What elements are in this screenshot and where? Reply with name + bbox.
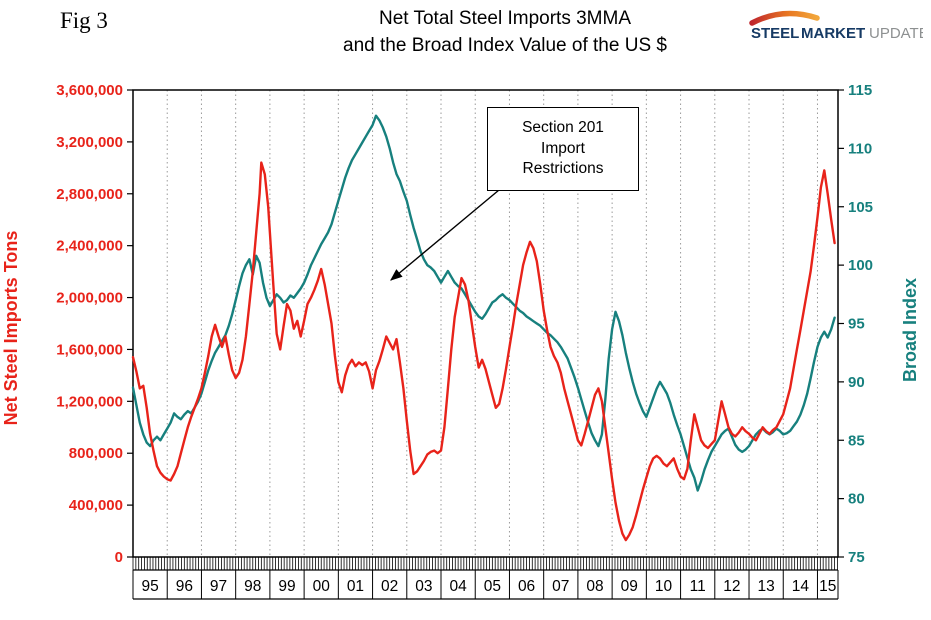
svg-text:03: 03: [415, 578, 432, 595]
logo-market-text: MARKET: [801, 25, 865, 42]
svg-text:0: 0: [115, 549, 123, 566]
steel-market-update-logo: STEEL MARKET UPDATE: [745, 10, 929, 46]
svg-text:95: 95: [848, 316, 865, 333]
svg-text:2,000,000: 2,000,000: [56, 290, 123, 307]
svg-text:04: 04: [449, 578, 467, 595]
svg-text:97: 97: [210, 578, 227, 595]
figure-label: Fig 3: [60, 8, 108, 33]
svg-text:105: 105: [848, 199, 873, 216]
monthly-tick-comb: [132, 557, 838, 570]
svg-text:3,200,000: 3,200,000: [56, 134, 123, 151]
svg-text:15: 15: [819, 578, 836, 595]
svg-text:12: 12: [723, 578, 740, 595]
chart-title: Net Total Steel Imports 3MMA and the Bro…: [180, 6, 830, 59]
logo-steel-text: STEEL: [751, 25, 799, 42]
svg-text:00: 00: [313, 578, 331, 595]
svg-text:13: 13: [758, 578, 775, 595]
broad-index-line: [131, 114, 836, 492]
chart-title-line1: Net Total Steel Imports 3MMA: [378, 8, 632, 29]
right-axis-title: Broad Index: [900, 278, 920, 382]
svg-text:99: 99: [278, 578, 295, 595]
annotation-line1: Section 201: [522, 118, 604, 136]
year-label-band: [132, 569, 839, 600]
annotation-line2: Import: [541, 139, 585, 157]
svg-text:1,200,000: 1,200,000: [56, 393, 123, 410]
annotation-box: Section 201 Import Restrictions: [487, 107, 639, 191]
svg-text:07: 07: [552, 578, 569, 595]
svg-text:08: 08: [586, 578, 603, 595]
svg-text:2,800,000: 2,800,000: [56, 186, 123, 203]
svg-text:2,400,000: 2,400,000: [56, 238, 123, 255]
svg-text:10: 10: [655, 578, 673, 595]
svg-text:115: 115: [848, 82, 872, 99]
svg-text:02: 02: [381, 578, 398, 595]
svg-text:100: 100: [848, 257, 873, 274]
svg-text:95: 95: [141, 578, 158, 595]
svg-text:05: 05: [484, 578, 501, 595]
svg-text:800,000: 800,000: [69, 445, 123, 462]
year-labels: 95 96 97 98 99 00 01 02 03 04 05 06 07 08 09 10 11 12 13 14…: [141, 578, 836, 595]
right-axis-ticks: 75 80 85 90 95 100 105 110 115: [838, 82, 873, 566]
logo-swoosh-icon: [749, 10, 820, 26]
svg-text:85: 85: [848, 432, 865, 449]
svg-text:110: 110: [848, 140, 872, 157]
svg-text:96: 96: [176, 578, 193, 595]
plot-border: [132, 89, 839, 558]
svg-text:11: 11: [690, 578, 706, 595]
chart-title-line2: and the Broad Index Value of the US $: [343, 34, 667, 56]
svg-text:75: 75: [848, 549, 865, 566]
logo-update-text: UPDATE: [869, 25, 923, 42]
svg-text:06: 06: [518, 578, 535, 595]
svg-text:1,600,000: 1,600,000: [56, 341, 123, 358]
svg-text:80: 80: [848, 491, 865, 508]
svg-text:90: 90: [848, 374, 865, 391]
svg-text:09: 09: [621, 578, 638, 595]
chart-plot: 95 96 97 98 99 00 01 02 03 04 05 06 07 08 09 10 11 12 13 14…: [56, 82, 873, 600]
svg-text:01: 01: [347, 578, 364, 595]
left-axis-title: Net Steel Imports Tons: [1, 231, 21, 426]
svg-text:400,000: 400,000: [69, 497, 123, 514]
left-axis-ticks: 0 400,000 800,000 1,200,000 1,600,000 2,000,0…: [56, 82, 133, 566]
annotation-line3: Restrictions: [522, 160, 604, 178]
svg-text:98: 98: [244, 578, 261, 595]
svg-text:14: 14: [792, 578, 810, 595]
logo-graphic: STEEL MARKET UPDATE: [749, 10, 929, 42]
svg-text:3,600,000: 3,600,000: [56, 82, 123, 99]
imports-line: [131, 161, 836, 542]
annotation-arrow: [390, 189, 500, 281]
